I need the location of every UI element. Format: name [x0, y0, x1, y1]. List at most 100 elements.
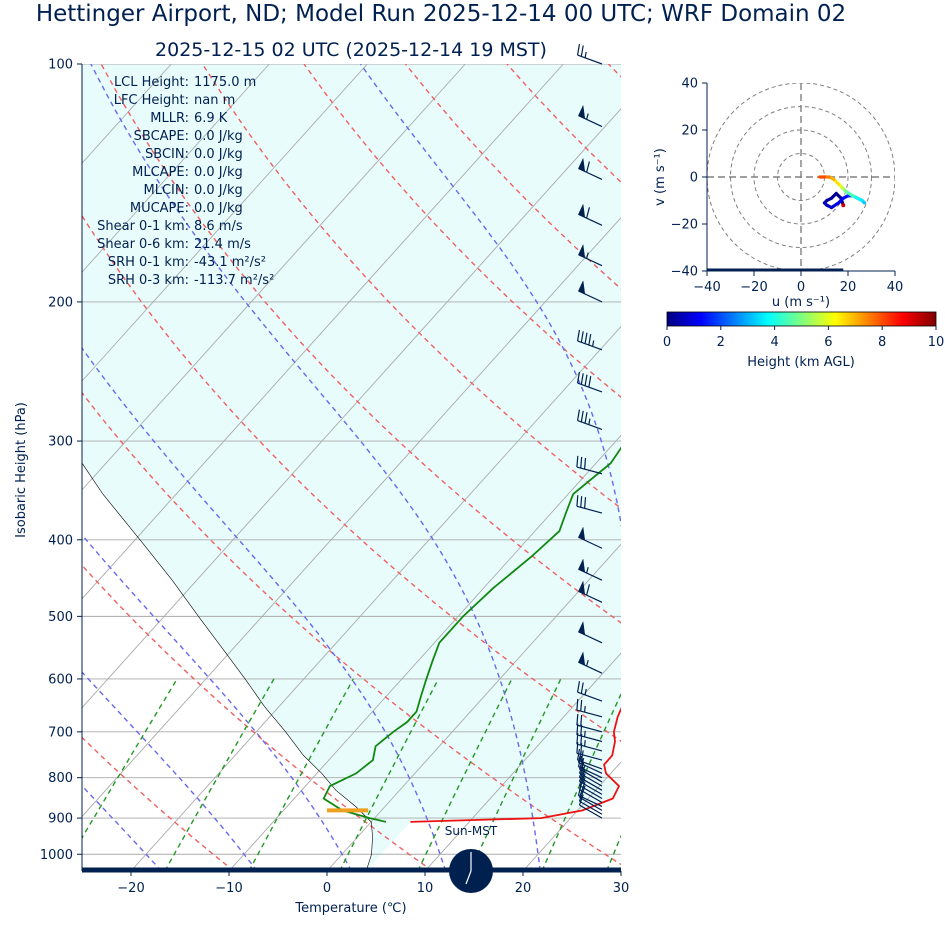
colorbar-tick-label: 0	[663, 335, 671, 350]
wind-barb	[578, 580, 603, 603]
x-tick-label: 30	[613, 881, 630, 896]
cape-fill-area	[82, 64, 621, 871]
colorbar-tick-label: 10	[928, 335, 945, 350]
isotherm-line	[82, 64, 368, 382]
dry-adiabat	[201, 64, 621, 510]
figure-subtitle: 2025-12-15 02 UTC (2025-12-14 19 MST)	[155, 39, 547, 61]
wind-barb	[578, 104, 603, 128]
wind-barb	[578, 790, 603, 815]
mixing-ratio-line	[164, 678, 275, 871]
wind-barb	[578, 280, 603, 303]
stat-value: 1175.0 m	[194, 75, 256, 90]
stats-box: LCL Height: 1175.0 m LFC Height: nan m MLLR:…	[97, 75, 274, 288]
hodo-y-tick-label: 20	[681, 124, 698, 139]
wind-barb	[576, 495, 603, 514]
mixing-ratio-line	[654, 679, 733, 871]
mixing-ratio-line	[248, 678, 354, 871]
hodograph-plot: −40 −20 0 20 40 −40 −20 0 20 40 u (m s⁻¹) v (m s⁻…	[653, 77, 903, 311]
x-tick-label: −20	[117, 881, 144, 896]
wind-barb	[578, 157, 603, 181]
hodo-y-tick-label: −20	[671, 218, 698, 233]
wind-barb	[576, 329, 603, 351]
colorbar-tick-label: 4	[770, 335, 778, 350]
isotherm-line	[326, 543, 621, 871]
isotherm-line	[82, 108, 621, 709]
moist-adiabat	[90, 64, 541, 871]
stat-value: 0.0 J/kg	[194, 183, 243, 198]
wind-barb	[578, 243, 603, 267]
moist-adiabat	[82, 784, 162, 871]
hodo-x-tick-label: 0	[797, 280, 805, 295]
y-tick-label: 600	[48, 672, 73, 687]
y-tick-label: 900	[48, 812, 73, 827]
wind-barb	[576, 43, 603, 65]
wind-barb	[576, 409, 603, 430]
isotherm-line	[130, 325, 621, 871]
wind-barb	[576, 681, 603, 702]
hodo-x-tick-label: −20	[740, 280, 767, 295]
wind-barbs	[576, 43, 603, 819]
wind-barb	[576, 371, 603, 393]
wind-barb	[578, 786, 603, 811]
stat-label: LCL Height:	[114, 75, 189, 90]
isotherm-line	[719, 64, 945, 871]
y-tick-label: 800	[48, 771, 73, 786]
y-tick-label: 200	[48, 295, 73, 310]
hodo-y-tick-label: −40	[671, 265, 698, 280]
isotherm-line	[82, 216, 621, 818]
temperature-profile	[410, 706, 621, 823]
wind-barb	[578, 620, 603, 644]
stat-value: 8.6 m/s	[194, 219, 243, 234]
moist-adiabat	[359, 64, 621, 528]
colorbar-tick-label: 2	[717, 335, 725, 350]
skewt-plot: LCL Height: 1175.0 m LFC Height: nan m MLLR:…	[14, 43, 945, 916]
wind-barb	[576, 723, 603, 743]
stat-value: nan m	[194, 93, 235, 108]
y-tick-label: 500	[48, 610, 73, 625]
hodo-start-point	[841, 203, 846, 208]
isotherm-line	[228, 434, 621, 871]
x-tick-label: 20	[515, 881, 532, 896]
isotherm-line	[620, 870, 621, 871]
isotherm-line	[82, 64, 270, 273]
stat-label: SRH 0-3 km:	[108, 273, 189, 288]
stat-label: MLCAPE:	[132, 165, 189, 180]
colorbar-label: Height (km AGL)	[747, 355, 855, 370]
stat-label: SRH 0-1 km:	[108, 255, 189, 270]
mixing-ratio-line	[339, 678, 440, 871]
sun-label: Sun-MST	[445, 824, 498, 838]
mixing-ratio-line	[469, 678, 562, 871]
dry-adiabat	[82, 214, 621, 743]
dry-adiabat	[100, 64, 621, 624]
stat-label: Shear 0-6 km:	[97, 237, 189, 252]
y-tick-label: 400	[48, 533, 73, 548]
stat-label: SBCIN:	[145, 147, 189, 162]
y-tick-label: 300	[48, 435, 73, 450]
mixing-ratio-line	[606, 834, 621, 871]
colorbar-fill	[666, 311, 937, 327]
stat-value: 21.4 m/s	[194, 237, 251, 252]
wind-barb	[578, 794, 603, 819]
stat-label: LFC Height:	[114, 93, 189, 108]
mixing-ratio-line	[82, 678, 178, 840]
stat-label: MUCAPE:	[130, 201, 189, 216]
stat-value: 0.0 J/kg	[194, 201, 243, 216]
wind-barb	[578, 770, 603, 795]
wind-barb	[578, 651, 603, 674]
mixing-ratio-line	[541, 692, 621, 871]
stat-value: 6.9 K	[194, 111, 228, 126]
hodo-ylabel: v (m s⁻¹)	[653, 148, 668, 206]
colorbar-tick-label: 8	[878, 335, 886, 350]
wind-barb	[576, 698, 603, 718]
y-tick-label: 700	[48, 725, 73, 740]
stat-value: 0.0 J/kg	[194, 129, 243, 144]
mixing-ratio-line	[417, 678, 513, 871]
hodo-xlabel: u (m s⁻¹)	[772, 295, 830, 310]
dry-adiabat	[811, 64, 945, 871]
wind-barb	[578, 203, 603, 226]
skewt-ylabel: Isobaric Height (hPa)	[14, 402, 29, 538]
colorbar-tick-label: 6	[824, 335, 832, 350]
isotherm-line	[82, 64, 564, 600]
hodo-y-tick-label: 40	[681, 77, 698, 92]
